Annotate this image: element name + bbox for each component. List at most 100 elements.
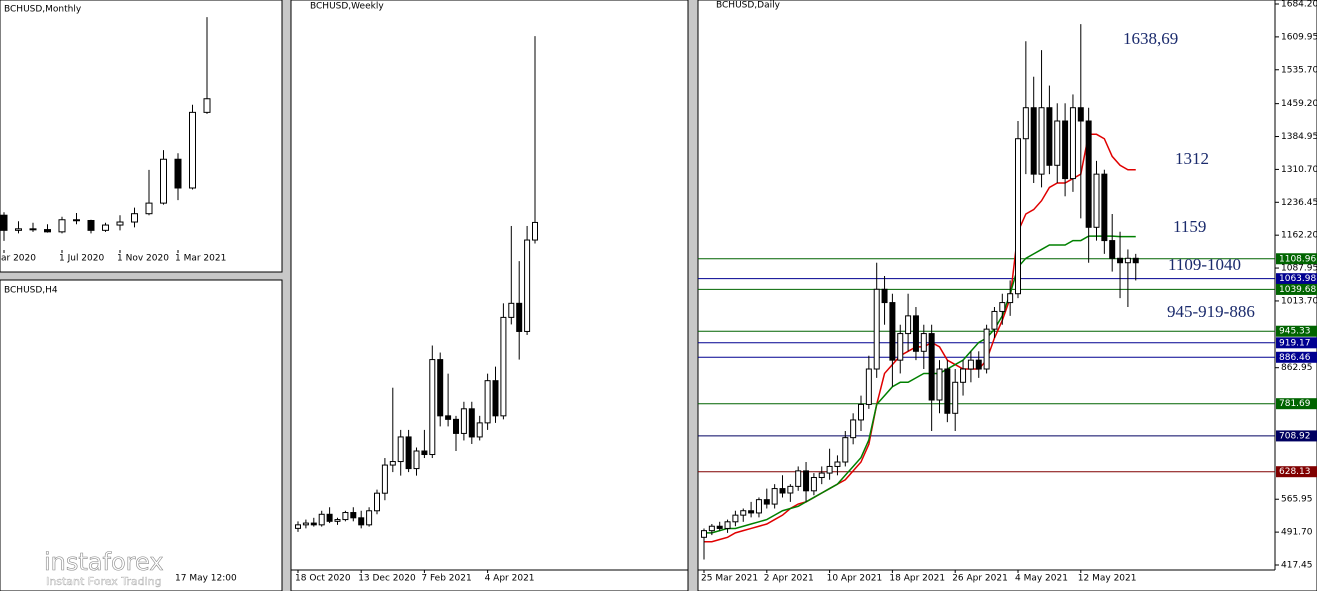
y-tick-label: 1535.70 <box>1281 65 1317 75</box>
level-label-bg <box>1276 351 1317 363</box>
watermark: instaforex Instant Forex Trading <box>10 548 164 588</box>
watermark-tagline: Instant Forex Trading <box>46 575 162 588</box>
level-label-bg <box>1276 337 1317 349</box>
level-label: 628.13 <box>1279 467 1311 477</box>
candle-body <box>421 450 428 456</box>
candle-body <box>44 229 51 233</box>
y-tick-label: 417.45 <box>1281 561 1313 571</box>
candle-body <box>991 310 998 330</box>
candle-body <box>818 472 825 479</box>
candle-body <box>865 368 872 405</box>
candle-body <box>732 514 739 523</box>
candle-body <box>460 408 467 434</box>
candle-body <box>724 521 731 529</box>
x-tick-label: 1 Mar 2021 <box>175 254 226 264</box>
x-tick-label: 10 Apr 2021 <box>827 574 883 584</box>
candle-body <box>826 465 833 474</box>
candle-body <box>842 437 849 463</box>
x-tick-label: 25 Mar 2021 <box>701 574 758 584</box>
candle-body <box>445 415 452 420</box>
candle-body <box>15 228 22 231</box>
level-label-bg <box>1276 273 1317 285</box>
candle-body <box>795 470 802 487</box>
y-tick-label: 1013.70 <box>1281 296 1317 306</box>
candle-body <box>1015 138 1021 295</box>
y-tick-label: 565.95 <box>1281 495 1313 505</box>
y-tick-label: 1236.45 <box>1281 198 1317 208</box>
candle-body <box>413 450 420 470</box>
y-tick-label: 1087.95 <box>1281 264 1317 274</box>
candle-body <box>484 380 491 424</box>
candle-body <box>920 333 927 352</box>
level-label-bg <box>1276 325 1317 337</box>
candle-body <box>897 333 904 361</box>
candle-body <box>334 519 341 522</box>
y-tick-label: 1384.95 <box>1281 132 1317 142</box>
panel-title: BCHUSD,Monthly <box>4 5 82 15</box>
candle-body <box>1069 107 1076 180</box>
panel-title: BCHUSD,H4 <box>4 286 58 296</box>
x-tick-label: 12 May 2021 <box>1078 574 1137 584</box>
candle-body <box>397 436 404 463</box>
date-label: 17 May 12:00 <box>175 574 237 584</box>
candle-body <box>1117 257 1124 264</box>
candle-body <box>405 436 412 470</box>
panel-title: BCHUSD,Daily <box>716 1 781 11</box>
level-label: 781.69 <box>1279 399 1311 409</box>
candle-body <box>295 524 301 529</box>
candle-body <box>912 315 919 352</box>
candle-body <box>532 221 538 241</box>
candle-body <box>342 512 349 521</box>
candle-body <box>834 461 841 467</box>
panel-h4 <box>0 279 283 592</box>
y-tick-label: 1684.20 <box>1281 0 1317 10</box>
candle-body <box>326 513 333 522</box>
candle-body <box>58 219 66 233</box>
panel-monthly <box>0 0 283 273</box>
candle-body <box>1046 107 1053 166</box>
x-tick-label: ar 2020 <box>1 254 36 264</box>
candle-body <box>0 214 8 231</box>
candle-body <box>850 419 857 439</box>
x-tick-label: 4 Apr 2021 <box>485 574 535 584</box>
y-tick-label: 1609.95 <box>1281 32 1317 42</box>
candle-body <box>1054 120 1061 166</box>
y-tick-label: 491.70 <box>1281 528 1313 538</box>
y-tick-label: 862.95 <box>1281 363 1313 373</box>
annotation: 945-919-886 <box>1167 302 1255 321</box>
candle-body <box>102 224 109 231</box>
y-tick-label: 1162.20 <box>1281 231 1317 241</box>
candle-body <box>1085 120 1092 228</box>
candle-body <box>389 461 396 466</box>
level-label-bg <box>1276 466 1317 478</box>
candle-body <box>779 488 786 494</box>
candle-body <box>803 470 810 492</box>
candle-body <box>1093 173 1100 228</box>
candle-body <box>524 239 531 332</box>
candle-body <box>429 359 436 456</box>
candle-body <box>1007 293 1014 304</box>
indicator-line <box>704 235 1136 534</box>
candle-body <box>492 380 499 417</box>
candle-body <box>302 522 309 526</box>
candle-body <box>1124 257 1131 264</box>
level-label: 945.33 <box>1279 327 1311 337</box>
annotation: 1312 <box>1175 149 1209 168</box>
level-label-bg <box>1276 430 1317 442</box>
level-label: 1063.98 <box>1279 274 1316 284</box>
candle-body <box>716 525 723 529</box>
level-label-bg <box>1276 283 1317 295</box>
x-tick-label: 26 Apr 2021 <box>952 574 1008 584</box>
candle-body <box>131 213 138 223</box>
candle-body <box>73 219 80 222</box>
level-label: 708.92 <box>1279 431 1311 441</box>
candle-body <box>1030 107 1037 175</box>
watermark-name: instaforex <box>44 548 164 576</box>
candle-body <box>203 98 211 113</box>
x-tick-label: 2 Apr 2021 <box>764 574 814 584</box>
candle-body <box>755 499 762 514</box>
candle-body <box>1132 257 1139 264</box>
candle-body <box>1109 240 1116 259</box>
annotation: 1159 <box>1173 217 1206 236</box>
candle-body <box>960 368 967 383</box>
